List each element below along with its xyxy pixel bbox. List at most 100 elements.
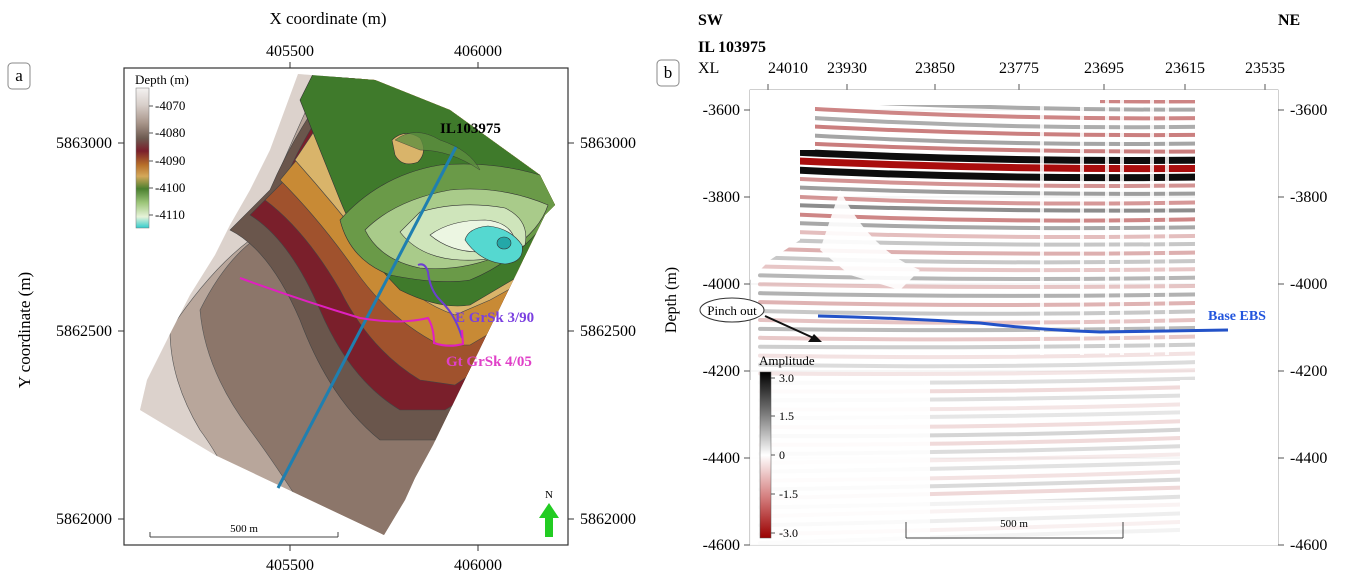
amplitude-colorbar: Amplitude 3.0 1.5 0 -1.5 -3.0: [759, 353, 815, 540]
seismic-reflector: [758, 130, 1242, 147]
depth-tick-right-label: -4400: [1290, 450, 1327, 467]
xl-tick-label: 23535: [1245, 60, 1285, 77]
seismic-reflector: [758, 316, 1242, 325]
depth-legend-title: Depth (m): [135, 72, 189, 87]
seismic-reflector: [758, 210, 1242, 223]
depth-legend-tick: -4100: [155, 180, 185, 195]
inline-number: IL 103975: [698, 39, 766, 56]
depth-legend-tick: -4080: [155, 125, 185, 140]
north-arrow: N: [539, 489, 559, 537]
seismic-section: [750, 90, 1278, 545]
depth-tick-left-label: -3600: [703, 102, 740, 119]
pinch-out-arrowhead: [808, 334, 822, 342]
seismic-reflector: [758, 308, 1242, 316]
y-tick-left-label: 5862000: [56, 511, 112, 528]
amplitude-tick: -3.0: [779, 526, 798, 540]
depth-legend-tick: -4110: [155, 207, 185, 222]
panel-a: a X coordinate (m) Y coordinate (m) 4055…: [7, 9, 636, 574]
seismic-reflector: [758, 291, 1242, 298]
scale-bar-b: 500 m: [905, 518, 1124, 539]
panel-b: SW NE IL 103975 b XL 24010 23930 23850 2377…: [656, 12, 1327, 554]
y-tick-right-label: 5863000: [580, 135, 636, 152]
trace-gap: [1080, 95, 1084, 355]
depth-tick-left-label: -4200: [703, 363, 740, 380]
xl-tick-label: 23850: [915, 60, 955, 77]
seismic-reflector: [758, 112, 1242, 130]
trace-gap: [1040, 95, 1044, 355]
seismic-reflector: [758, 333, 1242, 342]
trace-gap: [1150, 95, 1154, 355]
seismic-reflector: [758, 201, 1242, 213]
depth-tick-right-label: -4200: [1290, 363, 1327, 380]
seismic-reflector: [758, 121, 1242, 138]
north-label: N: [545, 489, 553, 501]
y-axis-title: Y coordinate (m): [15, 272, 34, 388]
seismic-reflector: [758, 366, 1242, 377]
well-trajectory-gt-grsk: [239, 277, 465, 347]
panel-b-label: b: [664, 63, 673, 82]
seismic-reflector: [758, 228, 1242, 240]
seismic-reflector: [758, 273, 1242, 282]
trace-gap: [1120, 95, 1124, 355]
base-ebs-horizon: [817, 314, 1229, 334]
x-axis-title: X coordinate (m): [269, 9, 386, 28]
seismic-reflector: [758, 184, 1242, 196]
seismic-reflector: [758, 103, 1242, 121]
north-arrow-icon: [539, 503, 559, 537]
seismic-reflector: [758, 341, 1242, 350]
scale-bar-b-label: 500 m: [1000, 518, 1028, 530]
sw-label: SW: [698, 12, 723, 29]
seismic-reflector: [758, 175, 1242, 188]
panel-a-label-box: [7, 62, 31, 90]
well-trajectory-e-grsk: [417, 263, 463, 339]
seismic-reflector: [758, 255, 1242, 265]
depth-tick-left-label: -4400: [703, 450, 740, 467]
depth-tick-left-label: -3800: [703, 189, 740, 206]
depth-legend: Depth (m) -4070 -4080 -4090 -4100 -4110: [135, 72, 189, 229]
depth-tick-right-label: -4600: [1290, 537, 1327, 554]
seismic-reflector: [758, 350, 1242, 360]
depth-legend-tick: -4070: [155, 98, 185, 113]
xl-tick-label: 23775: [999, 60, 1039, 77]
scale-bar-a: 500 m: [149, 523, 339, 538]
depth-tick-right-label: -4000: [1290, 276, 1327, 293]
depth-tick-right-label: -3600: [1290, 102, 1327, 119]
seismic-reflector: [756, 164, 1244, 182]
pinch-out-arrow: [764, 315, 819, 341]
panel-a-label: a: [15, 66, 23, 85]
ne-label: NE: [1278, 12, 1300, 29]
seismic-reflector: [758, 264, 1242, 273]
depth-legend-colorbar: [135, 87, 150, 229]
xl-ticks: 24010 23930 23850 23775 23695 23615 23535: [767, 60, 1285, 90]
x-tick-bottom-label: 405500: [266, 557, 314, 574]
x-tick-top-label: 406000: [454, 43, 502, 60]
pinch-out-label: Pinch out: [707, 303, 757, 318]
x-tick-top-label: 405500: [266, 43, 314, 60]
well-label-e-grsk: E GrSk 3/90: [455, 310, 534, 326]
inline-label: IL103975: [440, 121, 501, 137]
seismic-reflector: [758, 358, 1242, 369]
amplitude-tick: 0: [779, 448, 785, 462]
depth-tick-left-label: -4000: [703, 276, 740, 293]
scale-bar-a-label: 500 m: [230, 523, 258, 535]
trace-gap: [1105, 95, 1109, 355]
depth-axis-title: Depth (m): [663, 267, 680, 333]
xl-tick-label: 24010: [768, 60, 808, 77]
xl-tick-label: 23695: [1084, 60, 1124, 77]
x-tick-bottom-label: 406000: [454, 557, 502, 574]
well-label-gt-grsk: Gt GrSk 4/05: [446, 354, 532, 370]
depth-tick-left-label: -4600: [703, 537, 740, 554]
xl-tick-label: 23615: [1165, 60, 1205, 77]
seismic-reflector: [756, 155, 1244, 173]
y-tick-left-label: 5863000: [56, 135, 112, 152]
depth-tick-right-label: -3800: [1290, 189, 1327, 206]
trace-gap: [1165, 95, 1169, 355]
seismic-reflector: [758, 282, 1242, 290]
y-tick-left-label: 5862500: [56, 323, 112, 340]
amplitude-tick: -1.5: [779, 487, 798, 501]
xl-tick-label: 23930: [827, 60, 867, 77]
xl-prefix: XL: [698, 60, 719, 77]
panel-b-label-box: [656, 59, 680, 87]
depth-legend-tick: -4090: [155, 153, 185, 168]
seismic-reflector: [758, 139, 1242, 154]
